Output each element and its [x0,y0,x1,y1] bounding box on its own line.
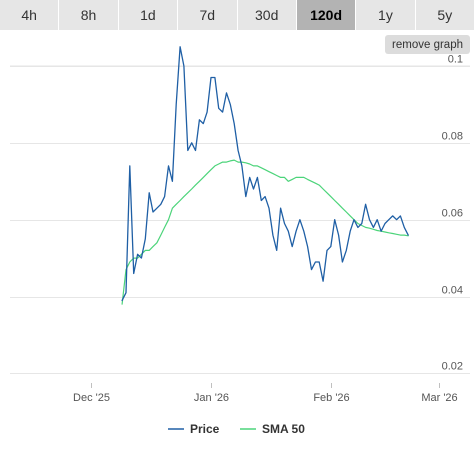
range-tabs: 4h 8h 1d 7d 30d 120d 1y 5y [0,0,474,30]
x-tick-label: Mar '26 [421,392,457,404]
tab-1d[interactable]: 1d [118,0,179,30]
legend-price-label: Price [190,422,220,436]
x-axis: Dec '25 Jan '26 Feb '26 Mar '26 [73,383,458,404]
tab-30d[interactable]: 30d [237,0,297,30]
tab-7d[interactable]: 7d [178,0,238,30]
y-tick-label: 0.1 [448,54,463,66]
tab-120d[interactable]: 120d [296,0,357,30]
x-tick-label: Jan '26 [194,392,229,404]
chart-gridlines [10,65,470,374]
tab-5y[interactable]: 5y [415,0,474,30]
x-tick-label: Dec '25 [73,392,110,404]
legend-sma: SMA 50 [240,422,305,436]
tab-8h[interactable]: 8h [59,0,119,30]
y-tick-label: 0.06 [442,208,463,220]
x-tick-label: Feb '26 [313,392,349,404]
legend-price: Price [168,422,220,436]
y-axis: 0.02 0.04 0.06 0.08 0.1 [442,54,463,373]
y-tick-label: 0.04 [442,285,463,297]
tab-1y[interactable]: 1y [356,0,416,30]
price-series-line [121,46,409,302]
chart-legend: Price SMA 50 [168,422,305,436]
y-tick-label: 0.02 [442,361,463,373]
chart-series [121,46,409,305]
remove-graph-button[interactable]: remove graph [385,35,470,54]
tab-4h[interactable]: 4h [0,0,60,30]
y-tick-label: 0.08 [442,131,463,143]
legend-sma-label: SMA 50 [262,422,305,436]
sma-series-line [121,159,409,305]
